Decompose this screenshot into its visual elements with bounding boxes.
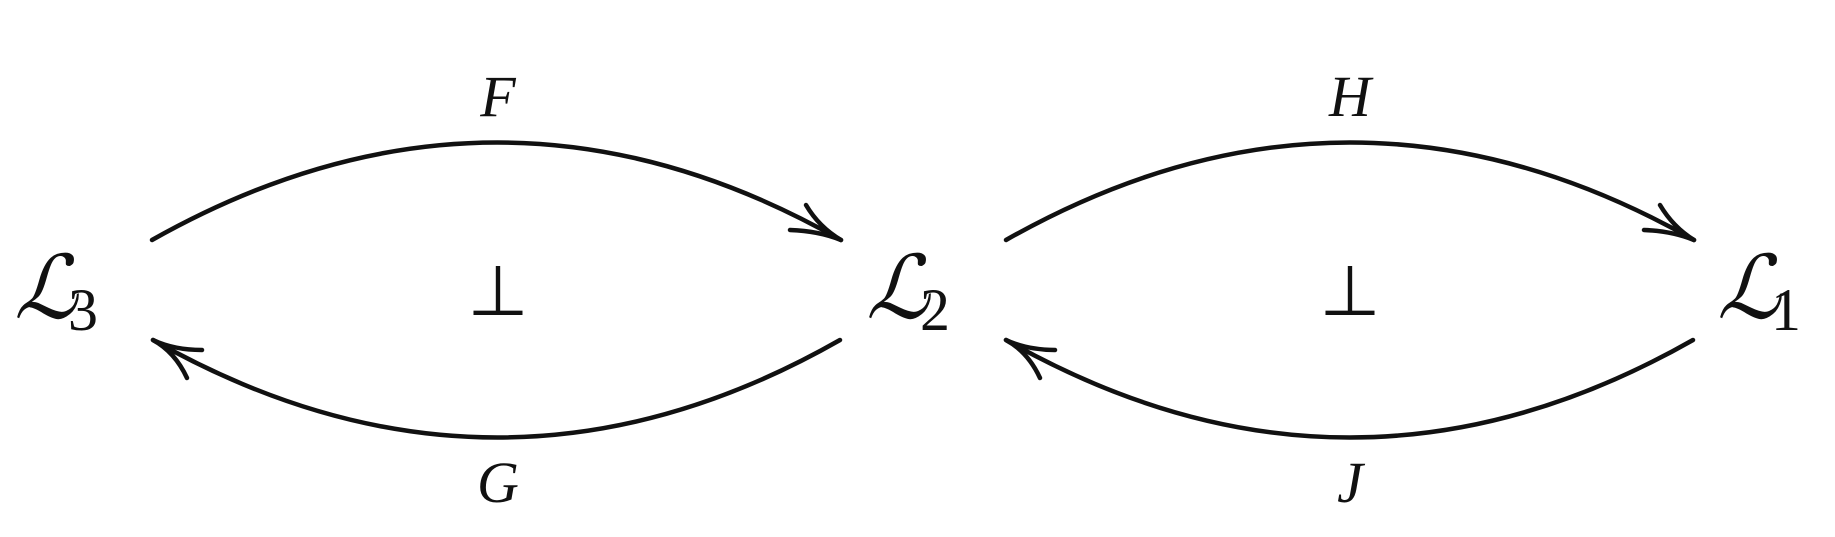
arrow-h-head (1641, 202, 1697, 243)
arrow-f: F (149, 64, 844, 243)
adjunction-symbol-right: ⊥ (1320, 250, 1381, 332)
arrow-g-head (150, 337, 205, 381)
adjunction-symbol-left: ⊥ (468, 250, 529, 332)
arrow-j-label: J (1337, 450, 1366, 515)
arrow-f-arc (149, 140, 844, 243)
arrow-g-arc (150, 337, 843, 440)
arrow-h: H (1003, 64, 1697, 243)
arrow-j: J (1003, 337, 1696, 515)
node-l2-letter: ℒ (866, 236, 931, 339)
arrow-g: G (150, 337, 843, 515)
arrow-f-head (787, 202, 844, 243)
node-l1: ℒ 1 (1717, 236, 1801, 343)
arrow-j-arc (1003, 337, 1696, 440)
arrow-h-arc (1003, 140, 1697, 243)
arrow-h-label: H (1328, 64, 1374, 129)
node-l2: ℒ 2 (866, 236, 950, 343)
node-l1-letter: ℒ (1717, 236, 1782, 339)
node-l3-subscript: 3 (68, 277, 98, 343)
arrow-j-head (1003, 337, 1058, 381)
arrow-g-label: G (477, 450, 519, 515)
node-l2-subscript: 2 (920, 277, 950, 343)
node-l3: ℒ 3 (14, 236, 98, 343)
arrow-f-label: F (479, 64, 516, 129)
node-l3-letter: ℒ (14, 236, 79, 339)
node-l1-subscript: 1 (1771, 277, 1801, 343)
